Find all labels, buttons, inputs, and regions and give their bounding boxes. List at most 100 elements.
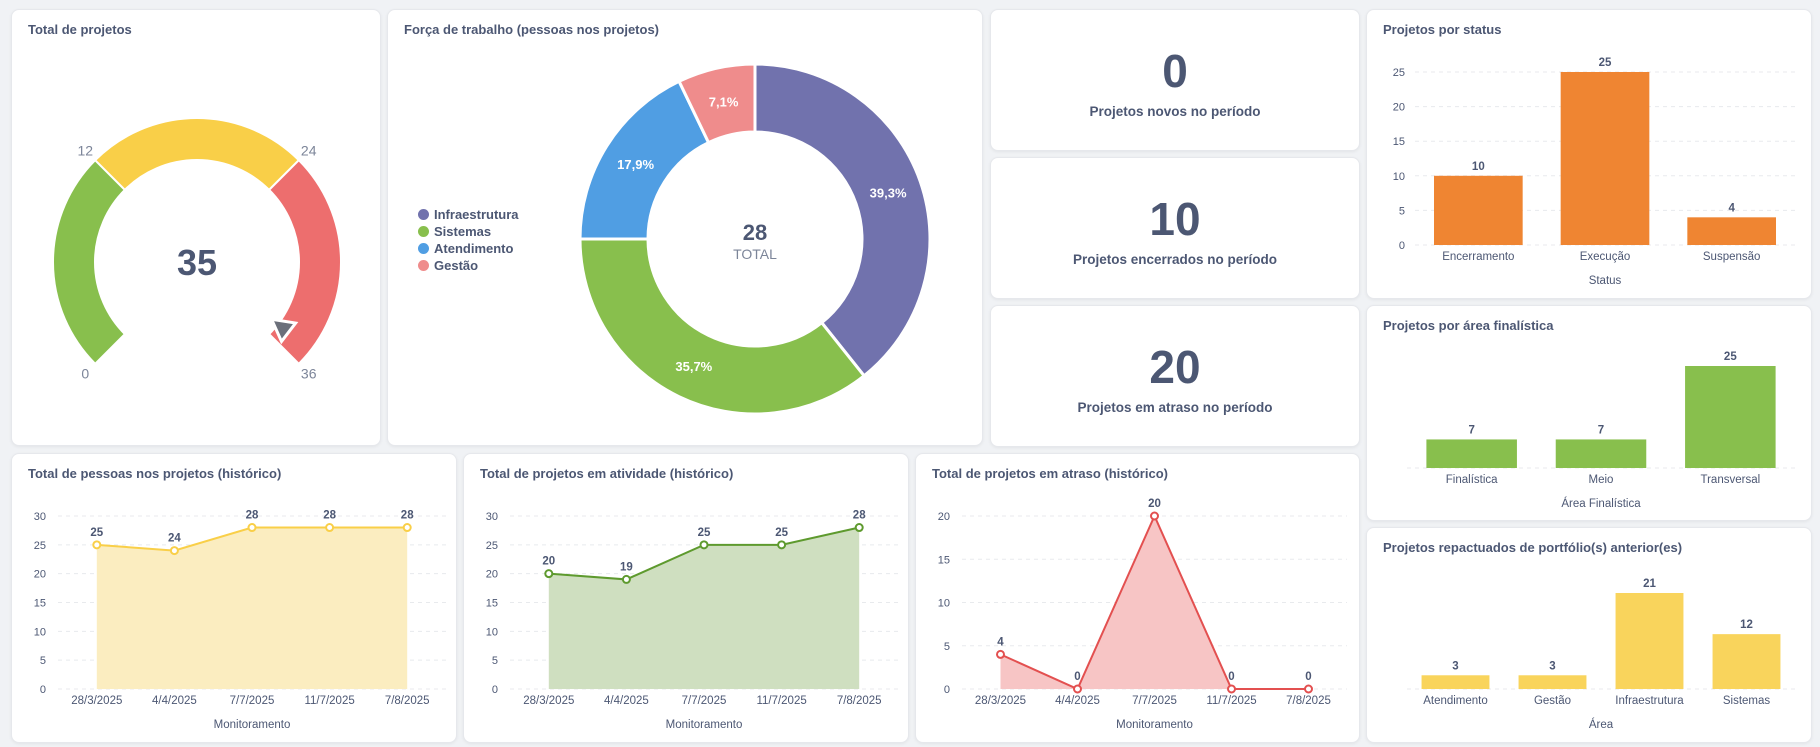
data-label: 0 — [1074, 671, 1080, 683]
x-tick-label: Atendimento — [1423, 695, 1488, 707]
gauge-segment — [267, 158, 342, 366]
legend-item[interactable]: Gestão — [418, 257, 519, 274]
legend-dot — [418, 243, 429, 254]
bar-value-label: 12 — [1740, 619, 1753, 631]
x-tick-label: 11/7/2025 — [756, 695, 806, 707]
bar-value-label: 7 — [1598, 424, 1604, 436]
bar — [1555, 439, 1647, 468]
y-tick-label: 15 — [938, 554, 950, 566]
donut-slice — [578, 237, 867, 416]
donut-slice-label: 39,3% — [870, 185, 907, 200]
x-axis-label: Status — [1589, 275, 1622, 287]
y-tick-label: 20 — [34, 569, 46, 581]
bar — [1687, 217, 1776, 245]
card-pessoas-historico: Total de pessoas nos projetos (histórico… — [11, 453, 457, 743]
repactuados-bar-chart: 3 Atendimento 3 Gestão 21 Infraestrutura 12 Sis… — [1407, 578, 1795, 731]
data-point — [699, 540, 709, 550]
bar — [1712, 634, 1781, 689]
y-tick-label: 5 — [1399, 205, 1405, 217]
gauge-segment — [52, 158, 127, 366]
legend-dot — [418, 209, 429, 220]
bar-value-label: 10 — [1472, 161, 1485, 173]
gauge-value: 35 — [177, 242, 217, 283]
y-tick-label: 30 — [34, 511, 46, 523]
y-tick-label: 0 — [492, 684, 498, 696]
card-title: Projetos por área finalística — [1383, 318, 1554, 333]
card-projetos-novos[interactable]: 0 Projetos novos no período — [990, 9, 1360, 151]
donut-total-label: TOTAL — [733, 246, 777, 262]
legend-label: Atendimento — [434, 241, 514, 256]
card-title: Projetos por status — [1383, 22, 1502, 37]
y-tick-label: 25 — [34, 540, 46, 552]
bar — [1426, 439, 1517, 468]
card-projetos-encerrados[interactable]: 10 Projetos encerrados no período — [990, 157, 1360, 299]
card-area-finalistica: Projetos por área finalística 7 Finalísti… — [1366, 305, 1812, 521]
x-tick-label: 7/8/2025 — [1286, 695, 1331, 707]
x-axis-label: Monitoramento — [666, 719, 743, 731]
x-tick-label: 28/3/2025 — [523, 695, 574, 707]
y-tick-label: 10 — [486, 626, 498, 638]
bar — [1685, 366, 1776, 468]
donut-total-value: 28 — [743, 220, 767, 245]
card-title: Total de projetos em atividade (históric… — [480, 466, 734, 481]
data-label: 4 — [997, 636, 1004, 648]
data-point — [247, 523, 257, 533]
card-title: Projetos repactuados de portfólio(s) ant… — [1383, 540, 1683, 555]
y-tick-label: 20 — [1393, 102, 1405, 114]
legend-item[interactable]: Atendimento — [418, 240, 519, 257]
gauge-segment — [93, 117, 301, 192]
card-title: Total de projetos — [28, 22, 132, 37]
x-tick-label: 4/4/2025 — [152, 695, 197, 707]
data-label: 0 — [1228, 671, 1234, 683]
scalar-label: Projetos encerrados no período — [1072, 252, 1278, 267]
bar — [1518, 675, 1587, 689]
x-tick-label: 7/7/2025 — [682, 695, 727, 707]
data-label: 25 — [775, 527, 788, 539]
y-tick-label: 5 — [492, 655, 498, 667]
legend-item[interactable]: Infraestrutura — [418, 206, 519, 223]
x-tick-label: 4/4/2025 — [604, 695, 649, 707]
pessoas-area-chart: 0 5 10 15 20 25 30 25 28/3/2025 24 4/4/2025 28 7/7/2… — [34, 510, 446, 731]
data-point — [621, 574, 631, 584]
data-label: 28 — [246, 510, 259, 522]
y-tick-label: 5 — [40, 655, 46, 667]
gauge-chart: 0 12 24 36 35 — [52, 117, 342, 382]
data-point — [996, 649, 1005, 659]
x-tick-label: Meio — [1589, 474, 1614, 486]
y-tick-label: 25 — [1393, 67, 1405, 79]
x-axis-label: Área Finalística — [1561, 497, 1641, 510]
gauge-pointer — [269, 317, 299, 345]
data-point — [402, 523, 412, 533]
scalar-label: Projetos em atraso no período — [1077, 400, 1273, 415]
area-fill — [96, 527, 408, 689]
x-tick-label: 28/3/2025 — [975, 695, 1026, 707]
data-label: 19 — [620, 561, 633, 573]
card-title: Força de trabalho (pessoas nos projetos) — [404, 22, 659, 37]
scalar-value: 20 — [1149, 341, 1201, 393]
atraso-area-chart: 0 5 10 15 20 4 28/3/2025 0 4/4/2025 20 7/7/2025 0 11… — [938, 498, 1347, 731]
x-tick-label: 7/7/2025 — [230, 695, 275, 707]
x-tick-label: Encerramento — [1442, 251, 1514, 263]
y-tick-label: 10 — [938, 598, 950, 610]
bar-value-label: 4 — [1728, 202, 1735, 214]
data-point — [1304, 684, 1313, 694]
x-tick-label: 7/8/2025 — [837, 695, 882, 707]
area-fill — [1000, 516, 1309, 689]
x-tick-label: Gestão — [1534, 695, 1571, 707]
data-point — [169, 546, 179, 556]
scalar-value: 10 — [1149, 193, 1201, 245]
donut-legend: Infraestrutura Sistemas Atendimento Gest… — [418, 206, 519, 274]
legend-dot — [418, 260, 429, 271]
legend-item[interactable]: Sistemas — [418, 223, 519, 240]
card-projetos-atraso[interactable]: 20 Projetos em atraso no período — [990, 305, 1360, 447]
bar-value-label: 3 — [1452, 660, 1458, 672]
data-label: 28 — [401, 510, 414, 522]
x-tick-label: Finalística — [1446, 474, 1498, 486]
donut-slice-label: 7,1% — [709, 95, 739, 110]
area-bar-chart: 7 Finalística 7 Meio 25 Transversal Área Final… — [1407, 351, 1795, 510]
x-axis-label: Área — [1589, 718, 1614, 731]
gauge-tick-label: 24 — [301, 142, 317, 158]
data-point — [92, 540, 102, 550]
data-label: 20 — [542, 556, 555, 568]
x-tick-label: Execução — [1580, 251, 1631, 263]
